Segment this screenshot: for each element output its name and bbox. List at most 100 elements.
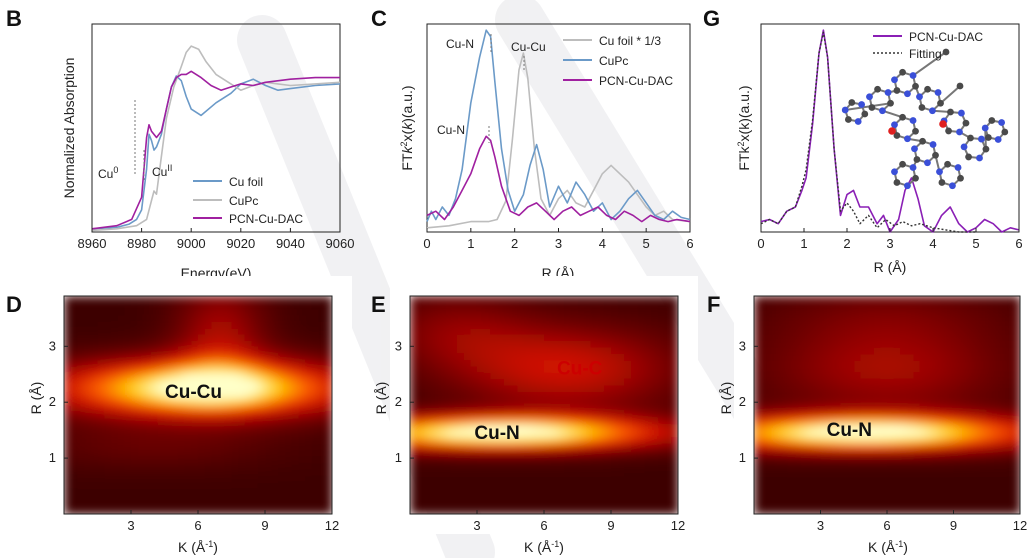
heatmap-cell [84,385,92,393]
heatmap-cell [920,334,928,342]
heatmap-cell [973,366,981,374]
heatmap-cell [244,424,253,432]
heatmap-cell [557,321,565,329]
heatmap-cell [780,366,789,374]
molecule-atom [956,82,964,90]
heatmap-cell [537,494,545,502]
heatmap-cell [436,507,445,515]
heatmap-cell [644,334,652,342]
heatmap-cell [110,456,119,464]
heatmap-cell [577,437,585,445]
heatmap-cell [285,405,293,413]
heatmap-cell [285,449,293,458]
heatmap-cell [827,449,835,458]
heatmap-cell [271,366,280,374]
heatmap-cell [443,360,451,368]
heatmap-cell [550,437,559,445]
heatmap-cell [564,417,572,426]
heatmap-cell [780,437,789,445]
heatmap-cell [570,334,579,342]
heatmap-cell [953,302,961,310]
heatmap-cell [77,424,85,432]
heatmap-cell [244,315,253,323]
heatmap-cell [557,462,565,470]
heatmap-cell [807,405,815,413]
heatmap-cell [584,328,592,336]
heatmap-cell [443,347,451,355]
heatmap-cell [550,481,559,490]
heatmap-cell [544,417,552,426]
panel-letter-d: D [6,292,22,317]
heatmap-cell [443,430,451,438]
heatmap-cell [840,296,848,304]
heatmap-cell [177,347,186,355]
heatmap-cell [760,379,769,387]
heatmap-cell [631,475,639,483]
y-tick-label: 1 [395,450,402,465]
series-line-b-pcn-cu-dac [91,70,340,230]
heatmap-cell [887,372,895,381]
heatmap-cell [530,481,539,490]
heatmap-cell [833,443,842,451]
heatmap-cell [450,488,458,496]
heatmap-cell [637,321,646,329]
heatmap-cell [780,507,789,515]
heatmap-cell [285,360,293,368]
heatmap-cell [131,501,139,509]
heatmap-cell [497,430,505,438]
heatmap-cell [278,405,286,413]
heatmap-cell [960,405,968,413]
heatmap-cell [637,462,646,470]
heatmap-cell [986,501,995,509]
heatmap-cell [926,475,935,483]
heatmap-cell [993,321,1001,329]
heatmap-cell [157,507,166,515]
heatmap-cell [64,494,72,502]
heatmap-cell [184,385,193,393]
heatmap-cell [318,347,327,355]
heatmap-cell [104,462,112,470]
heatmap-cell [1006,405,1015,413]
heatmap-cell [450,296,458,304]
heatmap-cell [191,372,199,381]
heatmap-cell [436,424,445,432]
heatmap-cell [537,475,545,483]
heatmap-cell [1000,449,1008,458]
heatmap-cell [767,321,775,329]
heatmap-cell [318,353,327,361]
heatmap-cell [644,424,652,432]
heatmap-cell [305,372,313,381]
heatmap-cell [933,296,941,304]
heatmap-cell [960,462,968,470]
heatmap-cell [224,481,233,490]
heatmap-cell [787,481,795,490]
heatmap-cell [807,507,815,515]
heatmap-cell [198,302,206,310]
heatmap-cell [887,321,895,329]
heatmap-cell [800,385,808,393]
heatmap-cell [218,379,226,387]
heatmap-cell [523,398,532,406]
heatmap-cell [780,398,789,406]
heatmap-cell [926,385,935,393]
heatmap-cell [231,353,239,361]
heatmap-cell [198,437,206,445]
heatmap-cell [218,347,226,355]
heatmap-cell [157,475,166,483]
heatmap-cell [867,366,875,374]
heatmap-cell [298,488,306,496]
heatmap-cell [204,501,213,509]
heatmap-cell [946,321,955,329]
heatmap-cell [671,405,679,413]
heatmap-cell [144,494,152,502]
heatmap-cell [517,302,525,310]
heatmap-cell [960,437,968,445]
heatmap-cell [191,437,199,445]
heatmap-cell [490,315,498,323]
heatmap-cell [244,437,253,445]
heatmap-cell [590,449,599,458]
heatmap-cell [611,437,619,445]
heatmap-cell [1013,308,1021,317]
heatmap-cell [423,353,431,361]
heatmap-cell [887,494,895,502]
